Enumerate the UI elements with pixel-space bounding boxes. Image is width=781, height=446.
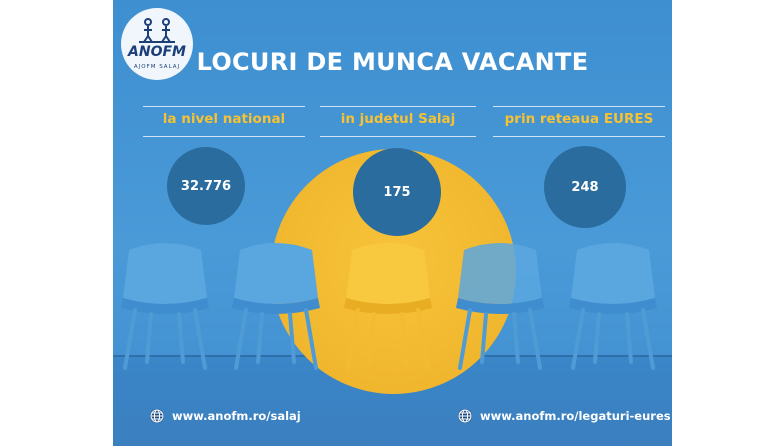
- logo-name: ANOFM: [127, 44, 186, 60]
- bubble-eures: 248: [544, 146, 626, 228]
- label-eures: prin reteaua EURES: [504, 111, 654, 127]
- rule-top-judet: [320, 106, 476, 107]
- globe-icon: [458, 409, 472, 423]
- bubble-judet: 175: [353, 148, 441, 236]
- chair-blue-1: [121, 243, 209, 370]
- label-judet: in judetul Salaj: [340, 111, 456, 127]
- logo-subtitle: AJOFM SALAJ: [134, 64, 180, 70]
- anofm-logo: ANOFM AJOFM SALAJ: [121, 8, 193, 80]
- poster-title: LOCURI DE MUNCA VACANTE: [196, 48, 589, 76]
- link-eures[interactable]: www.anofm.ro/legaturi-eures: [457, 408, 671, 424]
- chair-yellow-center: [344, 243, 432, 370]
- poster: ANOFM AJOFM SALAJ LOCURI DE MUNCA VACANT…: [113, 0, 672, 446]
- bubble-national: 32.776: [167, 147, 245, 225]
- link-salaj-text[interactable]: www.anofm.ro/salaj: [172, 409, 301, 423]
- rule-top-national: [143, 106, 305, 107]
- chair-blue-3: [456, 243, 544, 370]
- link-salaj[interactable]: www.anofm.ro/salaj: [149, 408, 301, 424]
- rule-bottom-eures: [493, 136, 665, 137]
- chair-blue-4: [569, 243, 657, 370]
- rule-top-eures: [493, 106, 665, 107]
- rule-bottom-national: [143, 136, 305, 137]
- label-national: la nivel national: [162, 111, 286, 127]
- link-eures-text[interactable]: www.anofm.ro/legaturi-eures: [480, 409, 671, 423]
- chair-blue-2: [232, 243, 320, 370]
- rule-bottom-judet: [320, 136, 476, 137]
- globe-icon: [150, 409, 164, 423]
